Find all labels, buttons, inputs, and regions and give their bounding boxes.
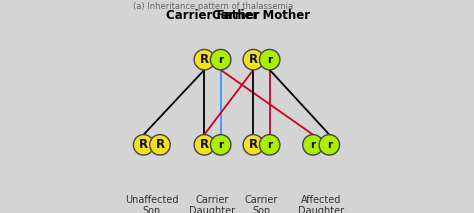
Text: r: r [218, 55, 223, 65]
Circle shape [150, 135, 170, 155]
Circle shape [259, 49, 280, 70]
Text: r: r [267, 55, 272, 65]
Text: R: R [155, 138, 164, 151]
Circle shape [303, 135, 323, 155]
Text: R: R [249, 138, 258, 151]
Circle shape [194, 49, 215, 70]
Text: Carrier Father: Carrier Father [166, 9, 259, 22]
Text: R: R [139, 138, 148, 151]
Circle shape [243, 135, 264, 155]
Text: r: r [267, 140, 272, 150]
Circle shape [259, 135, 280, 155]
Text: Affected
Daughter: Affected Daughter [298, 195, 344, 213]
Circle shape [243, 49, 264, 70]
Text: Unaffected
Son: Unaffected Son [125, 195, 179, 213]
Text: Carrier Mother: Carrier Mother [212, 9, 310, 22]
Circle shape [194, 135, 215, 155]
Text: r: r [218, 140, 223, 150]
Text: R: R [200, 138, 209, 151]
Text: (a) Inheritance pattern of thalassemia: (a) Inheritance pattern of thalassemia [133, 2, 293, 11]
Text: R: R [200, 53, 209, 66]
Circle shape [210, 49, 231, 70]
Text: Carrier
Daughter: Carrier Daughter [190, 195, 236, 213]
Text: r: r [310, 140, 316, 150]
Circle shape [210, 135, 231, 155]
Text: R: R [249, 53, 258, 66]
Text: Carrier
Son: Carrier Son [245, 195, 278, 213]
Circle shape [133, 135, 154, 155]
Circle shape [319, 135, 339, 155]
Text: r: r [327, 140, 332, 150]
